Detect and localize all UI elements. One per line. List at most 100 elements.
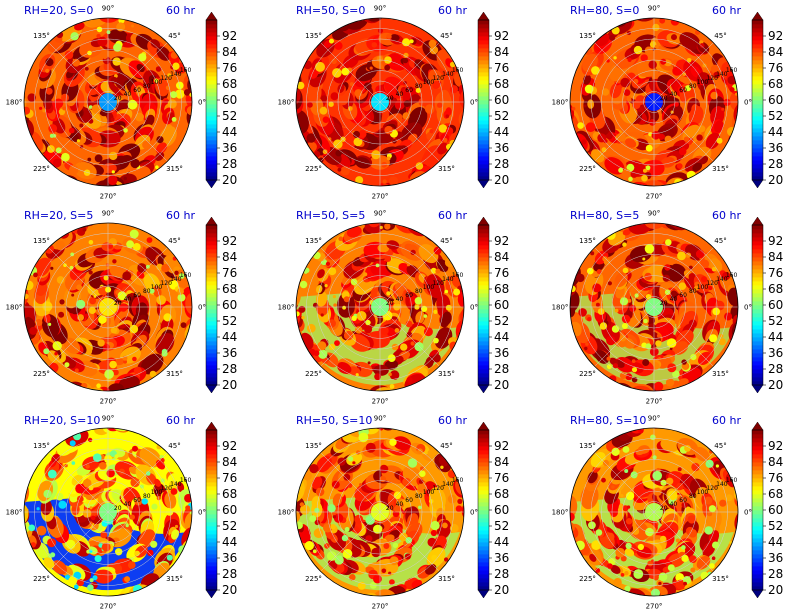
colorbar-segment (206, 112, 217, 117)
moist-band-cell (583, 74, 591, 85)
field-cell (684, 85, 692, 92)
colorbar-segment (752, 168, 763, 173)
field-cell (645, 343, 652, 350)
field-cell (622, 242, 627, 247)
field-cell (626, 163, 635, 172)
field-cell (90, 515, 96, 521)
field-cell (159, 457, 165, 463)
field-cell (344, 527, 350, 532)
colorbar-segment (752, 530, 763, 535)
colorbar-segment (752, 550, 763, 555)
field-cell (355, 176, 364, 185)
field-cell (84, 313, 89, 318)
colorbar-segment (478, 269, 489, 274)
moist-band-cell (152, 285, 162, 298)
colorbar-extend-min (477, 384, 490, 394)
field-cell (384, 223, 391, 230)
angular-gridline (48, 247, 109, 308)
field-cell (115, 548, 123, 556)
moist-band-cell (49, 589, 66, 596)
moist-band-cell (386, 585, 406, 596)
field-cell (178, 273, 185, 279)
radial-tick-label: 80 (415, 83, 423, 90)
colorbar-extend-max (205, 421, 218, 431)
field-cell (180, 322, 187, 328)
field-cell (365, 535, 373, 543)
moist-band-cell (315, 284, 323, 294)
colorbar-segment (752, 285, 763, 290)
moist-band-cell (188, 128, 192, 149)
colorbar-segment (752, 458, 763, 463)
field-cell (724, 312, 733, 321)
colorbar-segment (752, 144, 763, 149)
field-cell (734, 92, 738, 96)
colorbar-segment (752, 514, 763, 519)
colorbar-segment (478, 345, 489, 350)
field-cell (306, 323, 316, 333)
panel-time: 60 hr (712, 209, 741, 222)
colorbar-segment (752, 345, 763, 350)
field-cell (379, 475, 386, 483)
field-cell (392, 139, 397, 144)
field-cell (704, 526, 713, 535)
field-cell (571, 106, 576, 111)
field-cell (122, 355, 128, 361)
field-cell (85, 464, 90, 469)
radial-tick-label: 20 (386, 95, 394, 102)
field-cell (350, 278, 358, 286)
field-cell (58, 500, 67, 509)
field-cell (708, 505, 716, 513)
radial-tick-label: 120 (432, 280, 444, 287)
field-cell (327, 137, 332, 141)
field-cell (432, 353, 441, 363)
colorbar-segment (752, 494, 763, 499)
moist-band-cell (696, 555, 711, 570)
colorbar-segment (478, 514, 489, 519)
field-cell (114, 74, 118, 78)
field-cell (601, 88, 610, 96)
colorbar-segment (206, 522, 217, 527)
field-cell (66, 539, 76, 550)
colorbar-segment (752, 381, 763, 386)
moist-band-cell (94, 428, 109, 436)
colorbar-segment (206, 570, 217, 575)
moist-band-cell (589, 553, 597, 562)
colorbar-segment (752, 265, 763, 270)
field-cell (354, 89, 363, 98)
moist-band-cell (458, 133, 464, 151)
field-cell (713, 484, 718, 490)
field-cell (125, 523, 129, 528)
angle-label: 90° (374, 210, 386, 218)
moist-band-cell (602, 179, 613, 186)
colorbar-segment (478, 168, 489, 173)
moist-band-cell (692, 162, 703, 172)
colorbar-segment (478, 373, 489, 378)
moist-band-cell (428, 487, 446, 511)
panel-time: 60 hr (438, 414, 467, 427)
radial-tick-label: 160 (726, 67, 738, 74)
radial-tick-label: 80 (689, 288, 697, 295)
moist-band-cell (188, 132, 192, 147)
radial-tick-label: 140 (170, 481, 182, 488)
angle-label: 0° (198, 99, 206, 107)
colorbar-segment (206, 96, 217, 101)
moist-band-cell (458, 347, 464, 358)
field-cell (603, 258, 611, 266)
colorbar-segment (752, 462, 763, 467)
colorbar-extend-min (477, 589, 490, 599)
field-cell (324, 284, 328, 288)
field-cell (713, 71, 720, 79)
field-cell (328, 101, 334, 107)
colorbar-segment (752, 136, 763, 141)
field-cell (585, 342, 589, 346)
moist-band-cell (71, 184, 81, 186)
colorbar-segment (752, 506, 763, 511)
moist-band-cell (63, 337, 81, 354)
field-cell (45, 68, 50, 73)
colorbar-segment (752, 261, 763, 266)
moist-band-cell (128, 466, 138, 475)
angle-label: 270° (646, 603, 663, 611)
colorbar-segment (752, 470, 763, 475)
angle-label: 225° (579, 165, 596, 173)
colorbar-tick-label: 76 (222, 61, 237, 75)
